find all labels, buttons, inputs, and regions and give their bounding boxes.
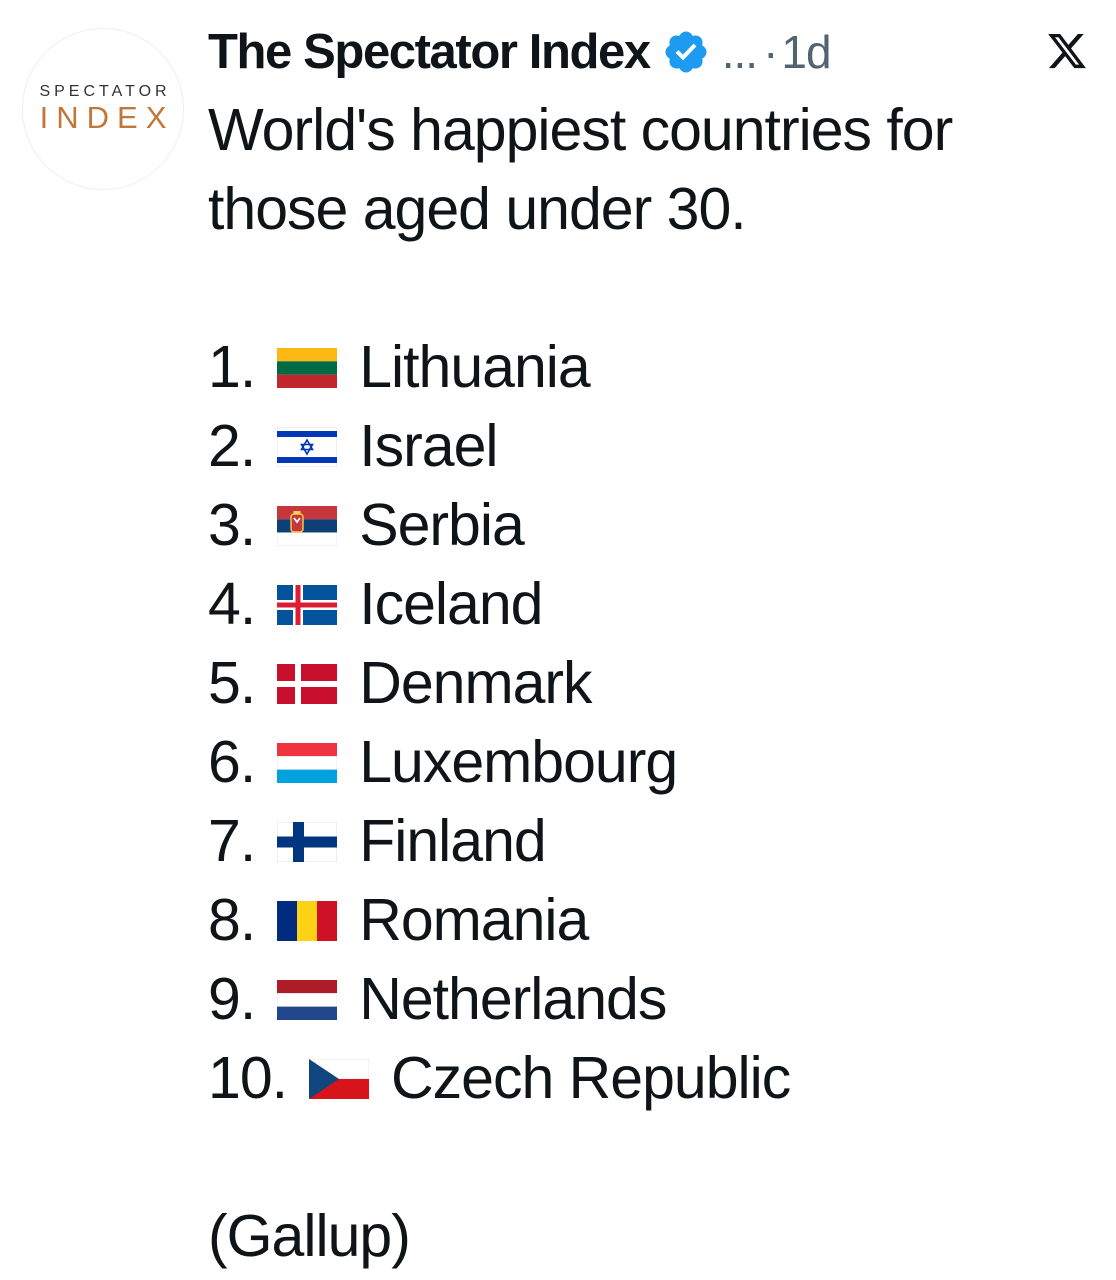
luxembourg-flag-icon — [277, 742, 338, 783]
avatar-text-bottom: INDEX — [39, 100, 175, 135]
list-item: 9. Netherlands — [208, 960, 1088, 1039]
country-name: Israel — [359, 413, 498, 479]
country-name: Finland — [359, 808, 547, 874]
more-options[interactable]: ... — [721, 26, 758, 78]
israel-flag-icon — [277, 426, 338, 467]
rank-number: 1. — [208, 334, 256, 400]
iceland-flag-icon — [277, 584, 338, 625]
country-name: Denmark — [359, 650, 592, 716]
x-logo-icon — [1048, 33, 1086, 69]
verified-badge-icon — [665, 31, 707, 73]
meta-separator: · — [763, 26, 778, 78]
czech-republic-flag-icon — [309, 1058, 370, 1099]
rank-number: 6. — [208, 729, 256, 795]
avatar[interactable]: SPECTATOR INDEX — [22, 28, 184, 190]
country-name: Czech Republic — [391, 1045, 791, 1111]
list-item: 5. Denmark — [208, 644, 1088, 723]
list-item: 10. Czech Republic — [208, 1039, 1088, 1118]
finland-flag-icon — [277, 821, 338, 862]
netherlands-flag-icon — [277, 979, 338, 1020]
country-name: Lithuania — [359, 334, 590, 400]
list-item: 8. Romania — [208, 881, 1088, 960]
country-name: Serbia — [359, 492, 525, 558]
rankings-list: 1. Lithuania 2. Israel 3. — [208, 328, 1088, 1118]
tweet-header: The Spectator Index ... · 1d — [208, 22, 1116, 82]
list-item: 7. Finland — [208, 802, 1088, 881]
tweet-source: (Gallup) — [208, 1203, 411, 1269]
list-item: 2. Israel — [208, 407, 1088, 486]
list-item: 1. Lithuania — [208, 328, 1088, 407]
rank-number: 3. — [208, 492, 256, 558]
lithuania-flag-icon — [277, 347, 338, 388]
list-item: 3. Serbia — [208, 486, 1088, 565]
tweet-text: World's happiest countries for those age… — [208, 91, 1088, 1276]
country-name: Iceland — [359, 571, 543, 637]
rank-number: 7. — [208, 808, 256, 874]
author-name[interactable]: The Spectator Index — [208, 25, 651, 79]
rank-number: 2. — [208, 413, 256, 479]
romania-flag-icon — [277, 900, 338, 941]
rank-number: 9. — [208, 966, 256, 1032]
list-item: 6. Luxembourg — [208, 723, 1088, 802]
avatar-text-top: SPECTATOR — [39, 83, 171, 100]
list-item: 4. Iceland — [208, 565, 1088, 644]
rank-number: 8. — [208, 887, 256, 953]
timestamp[interactable]: 1d — [781, 26, 831, 78]
rank-number: 5. — [208, 650, 256, 716]
serbia-flag-icon — [277, 505, 338, 546]
tweet-intro: World's happiest countries for those age… — [208, 97, 953, 242]
country-name: Romania — [359, 887, 589, 953]
denmark-flag-icon — [277, 663, 338, 704]
country-name: Netherlands — [359, 966, 667, 1032]
rank-number: 10. — [208, 1045, 288, 1111]
country-name: Luxembourg — [359, 729, 678, 795]
rank-number: 4. — [208, 571, 256, 637]
